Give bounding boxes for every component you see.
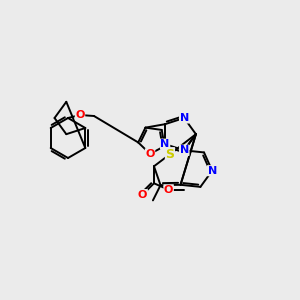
Text: N: N [208, 166, 217, 176]
Text: O: O [138, 190, 147, 200]
Text: N: N [160, 139, 170, 149]
Text: N: N [179, 145, 189, 155]
Text: N: N [179, 113, 189, 123]
Text: O: O [146, 149, 155, 159]
Text: O: O [164, 185, 173, 195]
Text: N: N [179, 145, 189, 155]
Text: O: O [75, 110, 85, 120]
Text: S: S [165, 148, 174, 161]
